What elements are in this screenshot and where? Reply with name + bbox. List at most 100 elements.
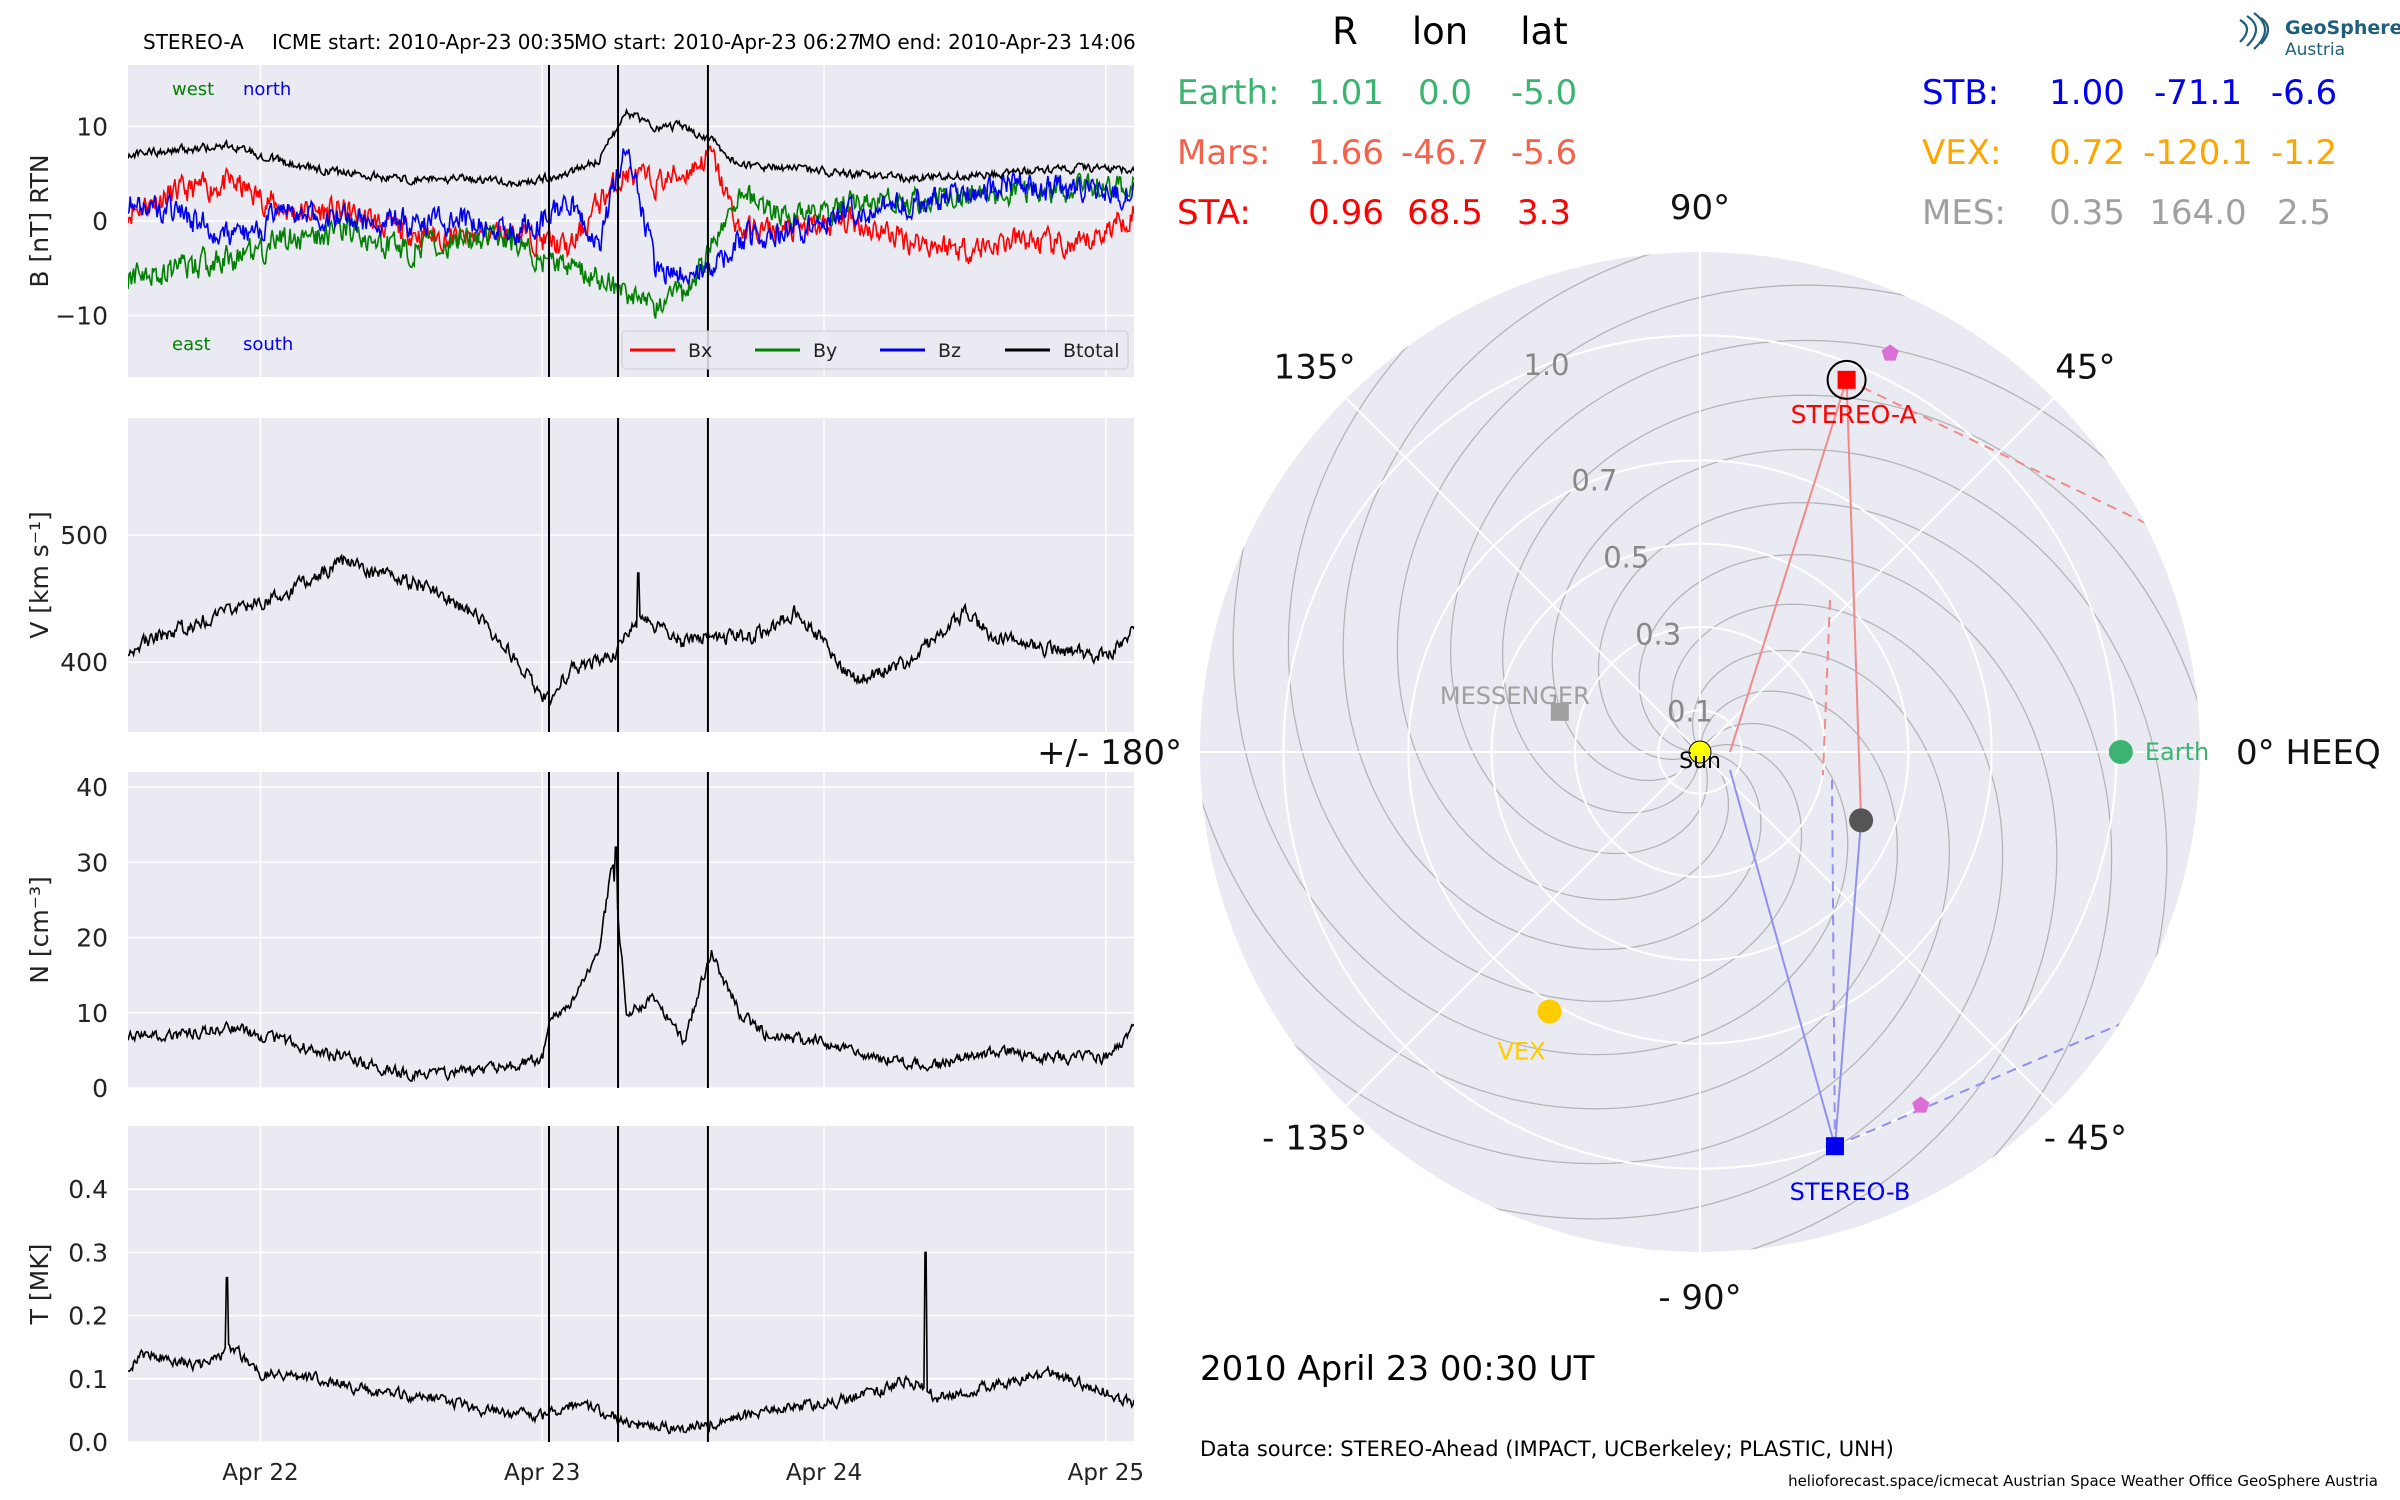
parker-spiral — [1227, 649, 1951, 1165]
position-row-name: MES: — [1922, 193, 2006, 233]
position-row-r: 0.72 — [2049, 133, 2125, 173]
magnetic-field-panel: 10 0 −10B [nT] RTN west north east south Bx By Bz… — [25, 65, 1134, 377]
data-source: Data source: STEREO-Ahead (IMPACT, UCBer… — [1200, 1437, 1894, 1461]
legend-box — [621, 330, 1129, 370]
table-header-r: R — [1332, 10, 1358, 53]
angular-grid-line — [1699, 397, 2055, 753]
position-row-lon: 0.0 — [1418, 73, 1472, 113]
parker-spiral — [1551, 448, 2168, 1051]
series-group — [128, 107, 1134, 319]
position-row-name: STA: — [1177, 193, 1251, 233]
stereo-a-label: STEREO-A — [1791, 400, 1917, 429]
position-row-name: Mars: — [1177, 133, 1270, 173]
geosphere-logo: GeoSphere Austria — [2239, 12, 2400, 60]
density-panel: 40 30 20 10 0 N [cm⁻³] — [25, 772, 1134, 1103]
position-row-lon: 68.5 — [1407, 193, 1483, 233]
y-tick-label: 400 — [60, 648, 108, 677]
date-label: 2010 April 23 00:30 UT — [1200, 1349, 1595, 1389]
angular-grid-line — [1345, 751, 1701, 1107]
header-spacecraft: STEREO-A — [143, 30, 244, 54]
plot-area — [128, 418, 1134, 732]
parker-spiral — [1597, 501, 2113, 1225]
position-row-name: Earth: — [1177, 73, 1280, 113]
logo-mark-icon — [2239, 12, 2270, 50]
angle-label: +/- 180° — [1037, 733, 1182, 773]
position-row-lat: -1.2 — [2271, 133, 2337, 173]
radial-tick-label: 0.1 — [1667, 695, 1713, 729]
y-tick-label: 0 — [92, 1074, 108, 1103]
series-n — [128, 846, 1134, 1082]
angular-grid-line — [1345, 397, 1701, 753]
pentagon-marker — [1881, 344, 1899, 361]
radial-tick-label: 1.0 — [1523, 348, 1569, 382]
y-tick-label: 30 — [76, 848, 108, 877]
series-t — [128, 1251, 1134, 1435]
parker-spiral — [1200, 690, 1899, 1110]
angle-label: - 135° — [1262, 1118, 1367, 1158]
parker-spiral — [1501, 394, 2200, 814]
stb-dashed-line — [1834, 1019, 2131, 1148]
x-tick-label: Apr 22 — [222, 1460, 298, 1486]
position-row-r: 1.66 — [1308, 133, 1384, 173]
y-tick-label: 10 — [76, 112, 108, 141]
annotation-east: east — [172, 334, 211, 355]
position-row-lat: 2.5 — [2277, 193, 2331, 233]
parker-spiral — [1342, 252, 1762, 951]
impact-marker — [1849, 808, 1874, 833]
x-tick-label: Apr 25 — [1068, 1460, 1144, 1486]
header-mo-start: MO start: 2010-Apr-23 06:27 — [574, 30, 861, 54]
x-tick-label: Apr 23 — [504, 1460, 580, 1486]
legend: Bx By Bz Btotal — [621, 330, 1129, 370]
y-tick-label: 40 — [76, 773, 108, 802]
stereo-b-marker — [1825, 1137, 1844, 1156]
heliosphere-polar-plot: 0.1 0.3 0.5 0.7 1.0 0° HEEQ 45° 90° 135° +/- 180°… — [1037, 188, 2381, 1318]
y-tick-label: 0.4 — [68, 1175, 108, 1204]
parker-spiral — [1449, 339, 2173, 855]
series-v — [128, 553, 1134, 706]
y-tick-label: 0.0 — [68, 1428, 108, 1457]
stereo-a-marker — [1837, 370, 1856, 389]
y-tick-label: 0.1 — [68, 1365, 108, 1394]
radial-tick-label: 0.7 — [1571, 464, 1617, 498]
sta-connection-line — [1729, 379, 1848, 753]
series-group — [128, 846, 1134, 1082]
y-tick-label: 0.3 — [68, 1238, 108, 1267]
y-tick-label: 500 — [60, 521, 108, 550]
series-by — [128, 172, 1134, 319]
parker-spiral — [1401, 603, 2004, 1220]
position-row-r: 1.00 — [2049, 73, 2125, 113]
series-bz — [128, 148, 1134, 286]
position-row-lon: 164.0 — [2149, 193, 2246, 233]
position-row-lat: -5.6 — [1511, 133, 1577, 173]
plot-area — [128, 1126, 1134, 1442]
position-table: R lon lat Earth: 1.01 0.0 -5.0 Mars: 1.66 -46.… — [1177, 10, 2337, 233]
y-axis-label: N [cm⁻³] — [25, 876, 54, 983]
angle-label: - 90° — [1658, 1278, 1741, 1318]
angle-label: 135° — [1274, 348, 1356, 388]
position-row-name: STB: — [1922, 73, 1999, 113]
x-tick-label: Apr 24 — [786, 1460, 862, 1486]
sun-label: Sun — [1679, 749, 1721, 774]
legend-label: Btotal — [1063, 340, 1119, 362]
messenger-marker — [1550, 702, 1569, 721]
parker-spiral — [1396, 284, 1999, 901]
angle-label: 45° — [2055, 348, 2115, 388]
sta-dashed-line — [1822, 599, 1831, 776]
plot-area — [128, 772, 1134, 1088]
stereo-b-label: STEREO-B — [1790, 1178, 1911, 1206]
angular-grid-line — [1699, 751, 2055, 1107]
position-row-name: VEX: — [1922, 133, 2002, 173]
legend-label: Bz — [938, 340, 961, 362]
temperature-panel: 0.4 0.3 0.2 0.1 0.0 T [MK] Apr 22 Apr 23 Apr 24 A… — [25, 1126, 1144, 1486]
parker-spiral — [1638, 553, 2058, 1252]
parker-spiral — [1232, 453, 1849, 1056]
angle-label: 0° HEEQ — [2236, 733, 2381, 773]
logo-line2: Austria — [2285, 40, 2345, 60]
series-btotal — [128, 107, 1134, 189]
position-row-r: 0.35 — [2049, 193, 2125, 233]
y-tick-label: 0.2 — [68, 1302, 108, 1331]
radial-tick-label: 0.3 — [1635, 618, 1681, 652]
table-header-lon: lon — [1412, 10, 1468, 53]
parker-spiral — [1287, 279, 1803, 1003]
